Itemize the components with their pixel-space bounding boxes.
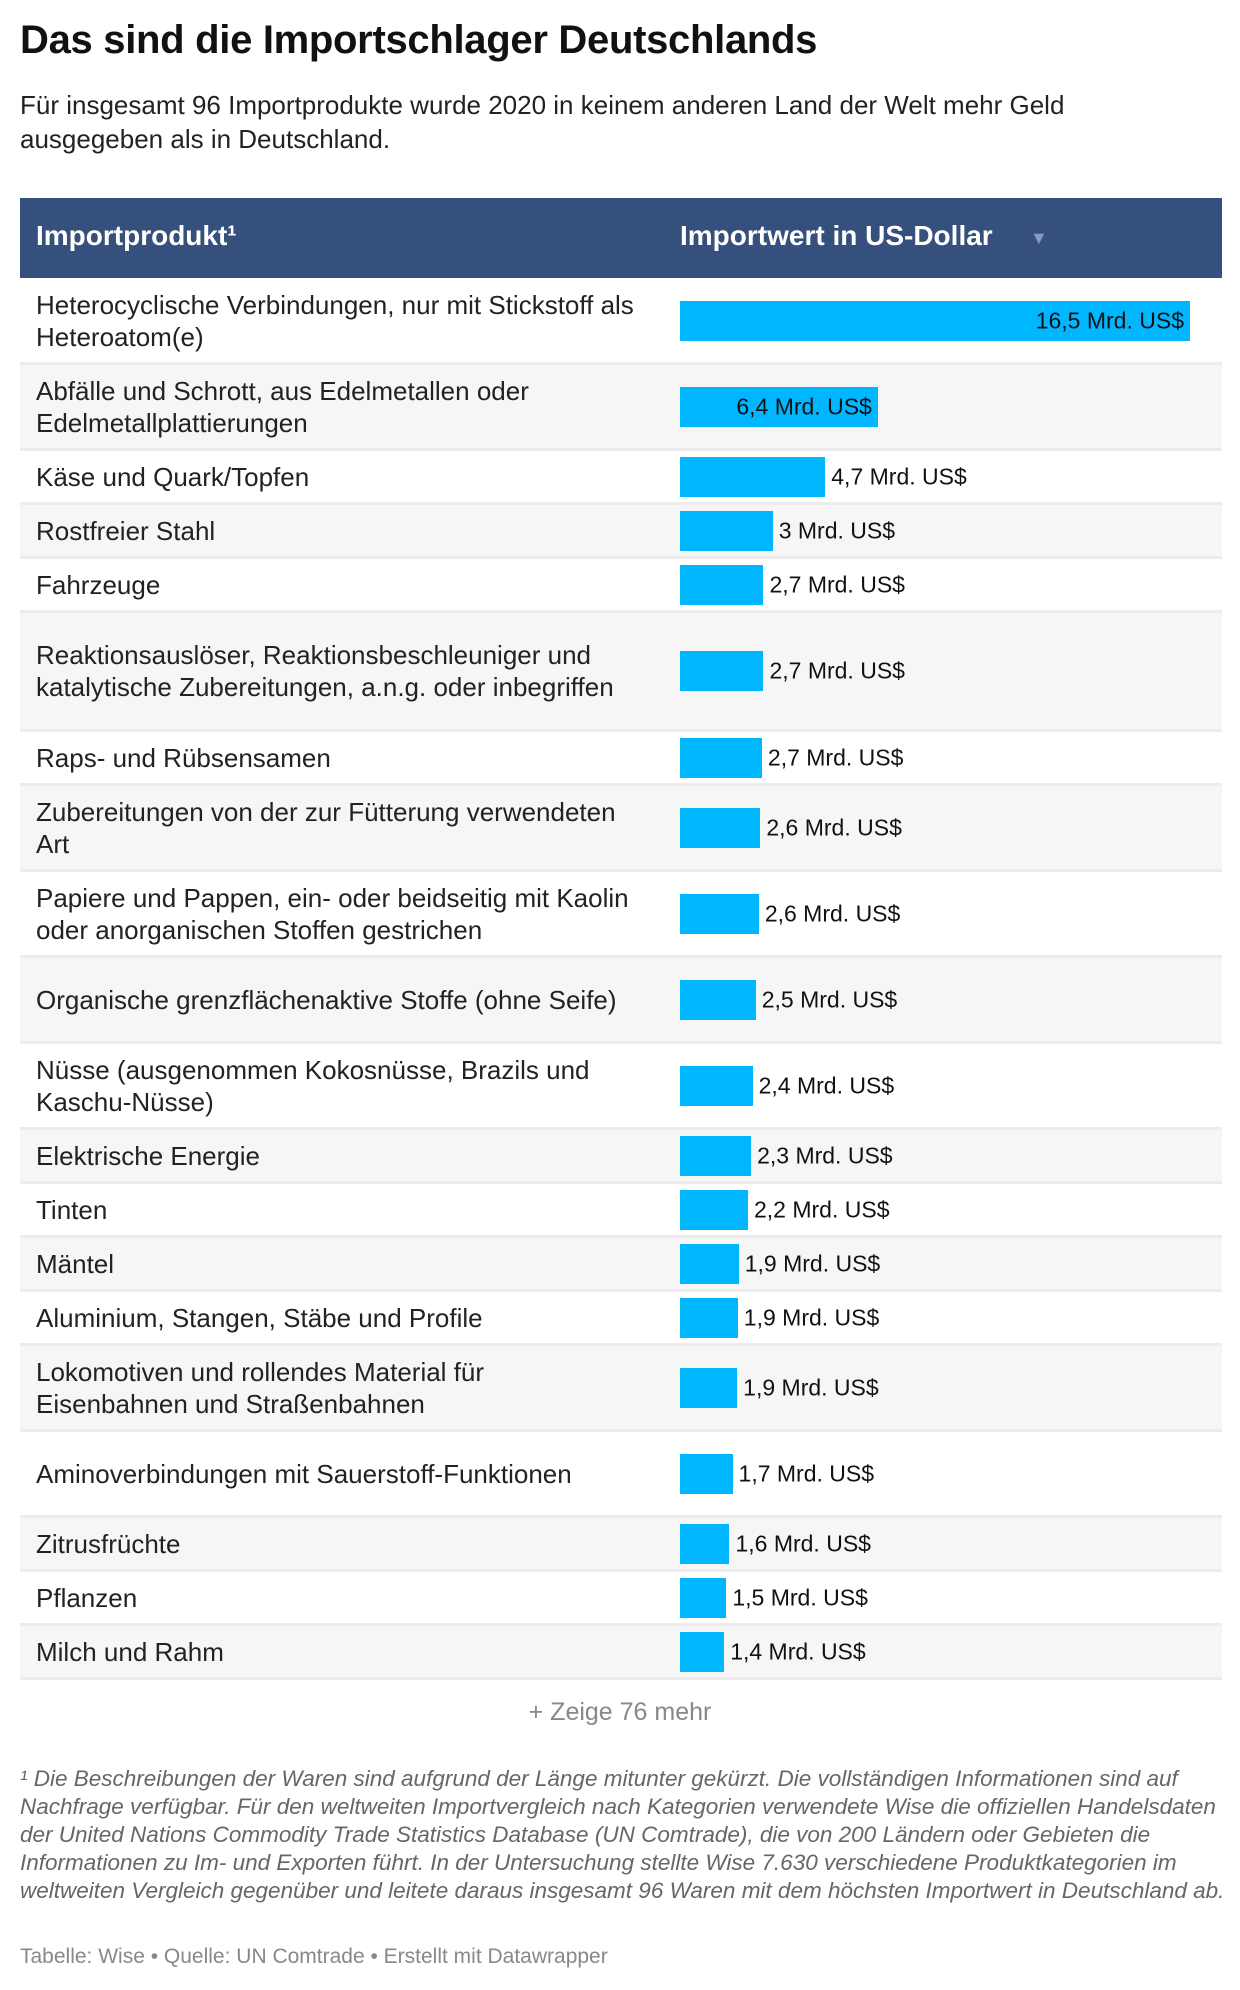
- value-label: 1,6 Mrd. US$: [735, 1530, 871, 1556]
- row-label: Lokomotiven und rollendes Material für E…: [36, 1356, 485, 1419]
- table-row: Nüsse (ausgenommen Kokosnüsse, Brazils u…: [20, 1044, 1222, 1130]
- value-bar: [680, 1189, 748, 1230]
- row-label: Aluminium, Stangen, Stäbe und Profile: [36, 1302, 483, 1333]
- value-label: 16,5 Mrd. US$: [1035, 307, 1184, 333]
- value-bar: [680, 1243, 739, 1284]
- chart-subtitle: Für insgesamt 96 Importprodukte wurde 20…: [20, 90, 1065, 154]
- table-row: Organische grenzflächenaktive Stoffe (oh…: [20, 958, 1222, 1044]
- row-label: Tinten: [36, 1194, 108, 1225]
- table-row: Abfälle und Schrott, aus Edelmetallen od…: [20, 365, 1222, 451]
- table-row: Raps- und Rübsensamen 2,7 Mrd. US$: [20, 732, 1222, 786]
- value-label: 1,5 Mrd. US$: [732, 1584, 868, 1610]
- value-label: 1,9 Mrd. US$: [744, 1250, 881, 1276]
- row-label: Papiere und Pappen, ein- oder beidseitig…: [36, 882, 629, 945]
- value-label: 1,9 Mrd. US$: [743, 1304, 880, 1330]
- row-label: Mäntel: [36, 1248, 115, 1279]
- value-bar: [680, 456, 826, 497]
- row-label: Zubereitungen von der zur Fütterung verw…: [36, 796, 616, 859]
- value-label: 3 Mrd. US$: [778, 517, 896, 543]
- value-label: 6,4 Mrd. US$: [736, 393, 872, 419]
- value-bar: [680, 979, 756, 1020]
- column-header-value[interactable]: Importwert in US-Dollar: [680, 220, 993, 251]
- value-label: 2,6 Mrd. US$: [764, 900, 901, 926]
- value-label: 4,7 Mrd. US$: [831, 463, 967, 489]
- table-row: Elektrische Energie 2,3 Mrd. US$: [20, 1130, 1222, 1184]
- row-label: Elektrische Energie: [36, 1140, 260, 1171]
- value-bar: [680, 737, 762, 778]
- value-bar: [680, 510, 773, 551]
- value-bar: [680, 1523, 730, 1564]
- column-header-product[interactable]: Importprodukt¹: [36, 220, 237, 251]
- value-bar: [680, 1367, 738, 1408]
- value-bar: [680, 1297, 738, 1338]
- value-label: 2,5 Mrd. US$: [761, 986, 898, 1012]
- sort-descending-icon[interactable]: ▼: [1030, 228, 1048, 248]
- row-label: Nüsse (ausgenommen Kokosnüsse, Brazils u…: [36, 1054, 590, 1117]
- row-label: Organische grenzflächenaktive Stoffe (oh…: [36, 984, 617, 1015]
- table-header: Importprodukt¹ Importwert in US-Dollar ▼: [20, 198, 1222, 278]
- table-row: Fahrzeuge 2,7 Mrd. US$: [20, 559, 1222, 613]
- table-row: Tinten 2,2 Mrd. US$: [20, 1184, 1222, 1238]
- value-bar: [680, 1065, 753, 1106]
- row-label: Aminoverbindungen mit Sauerstoff-Funktio…: [36, 1458, 572, 1489]
- value-bar: [680, 564, 764, 605]
- table-row: Zubereitungen von der zur Fütterung verw…: [20, 786, 1222, 872]
- value-bar: [680, 300, 1190, 341]
- row-label: Käse und Quark/Topfen: [36, 461, 310, 492]
- chart-title: Das sind die Importschlager Deutschlands: [20, 18, 818, 62]
- value-bar: [680, 386, 878, 427]
- table-row: Papiere und Pappen, ein- oder beidseitig…: [20, 872, 1222, 958]
- value-label: 1,4 Mrd. US$: [730, 1638, 866, 1664]
- row-label: Zitrusfrüchte: [36, 1528, 181, 1559]
- value-label: 2,2 Mrd. US$: [754, 1196, 890, 1222]
- value-label: 2,6 Mrd. US$: [766, 814, 902, 840]
- table-row: Rostfreier Stahl 3 Mrd. US$: [20, 505, 1222, 559]
- table-row: Reaktionsauslöser, Reaktionsbeschleunige…: [20, 613, 1222, 732]
- value-label: 2,7 Mrd. US$: [767, 744, 904, 770]
- value-label: 2,7 Mrd. US$: [769, 657, 905, 684]
- table-row: Milch und Rahm 1,4 Mrd. US$: [20, 1626, 1222, 1680]
- row-label: Reaktionsauslöser, Reaktionsbeschleunige…: [36, 640, 614, 702]
- value-label: 2,3 Mrd. US$: [757, 1142, 893, 1168]
- value-bar: [680, 651, 764, 691]
- row-label: Rostfreier Stahl: [36, 515, 216, 546]
- table-row: Aluminium, Stangen, Stäbe und Profile 1,9…: [20, 1292, 1222, 1346]
- value-bar: [680, 1631, 725, 1672]
- table-body: Heterocyclische Verbindungen, nur mit St…: [20, 279, 1222, 1680]
- table-row: Aminoverbindungen mit Sauerstoff-Funktio…: [20, 1432, 1222, 1518]
- value-label: 2,7 Mrd. US$: [769, 571, 905, 597]
- value-bar: [680, 1453, 733, 1494]
- row-label: Milch und Rahm: [36, 1636, 224, 1667]
- value-bar: [680, 893, 759, 934]
- row-label: Raps- und Rübsensamen: [36, 742, 331, 773]
- row-label: Fahrzeuge: [36, 569, 161, 600]
- table-row: Zitrusfrüchte 1,6 Mrd. US$: [20, 1518, 1222, 1572]
- table-row: Heterocyclische Verbindungen, nur mit St…: [20, 279, 1222, 365]
- source-line: Tabelle: Wise • Quelle: UN Comtrade • Er…: [20, 1945, 608, 1968]
- value-label: 1,9 Mrd. US$: [743, 1374, 879, 1400]
- value-bar: [680, 807, 761, 848]
- show-more-button[interactable]: + Zeige 76 mehr: [528, 1698, 712, 1726]
- footnote: ¹ Die Beschreibungen der Waren sind aufg…: [20, 1766, 1225, 1903]
- value-label: 1,7 Mrd. US$: [738, 1460, 875, 1486]
- row-label: Pflanzen: [36, 1582, 138, 1613]
- table-row: Mäntel 1,9 Mrd. US$: [20, 1238, 1222, 1292]
- row-label: Abfälle und Schrott, aus Edelmetallen od…: [36, 375, 529, 438]
- table-row: Lokomotiven und rollendes Material für E…: [20, 1346, 1222, 1432]
- row-label: Heterocyclische Verbindungen, nur mit St…: [36, 289, 634, 352]
- value-label: 2,4 Mrd. US$: [758, 1072, 895, 1098]
- table-row: Käse und Quark/Topfen 4,7 Mrd. US$: [20, 451, 1222, 505]
- table-row: Pflanzen 1,5 Mrd. US$: [20, 1572, 1222, 1626]
- value-bar: [680, 1577, 727, 1618]
- value-bar: [680, 1135, 752, 1176]
